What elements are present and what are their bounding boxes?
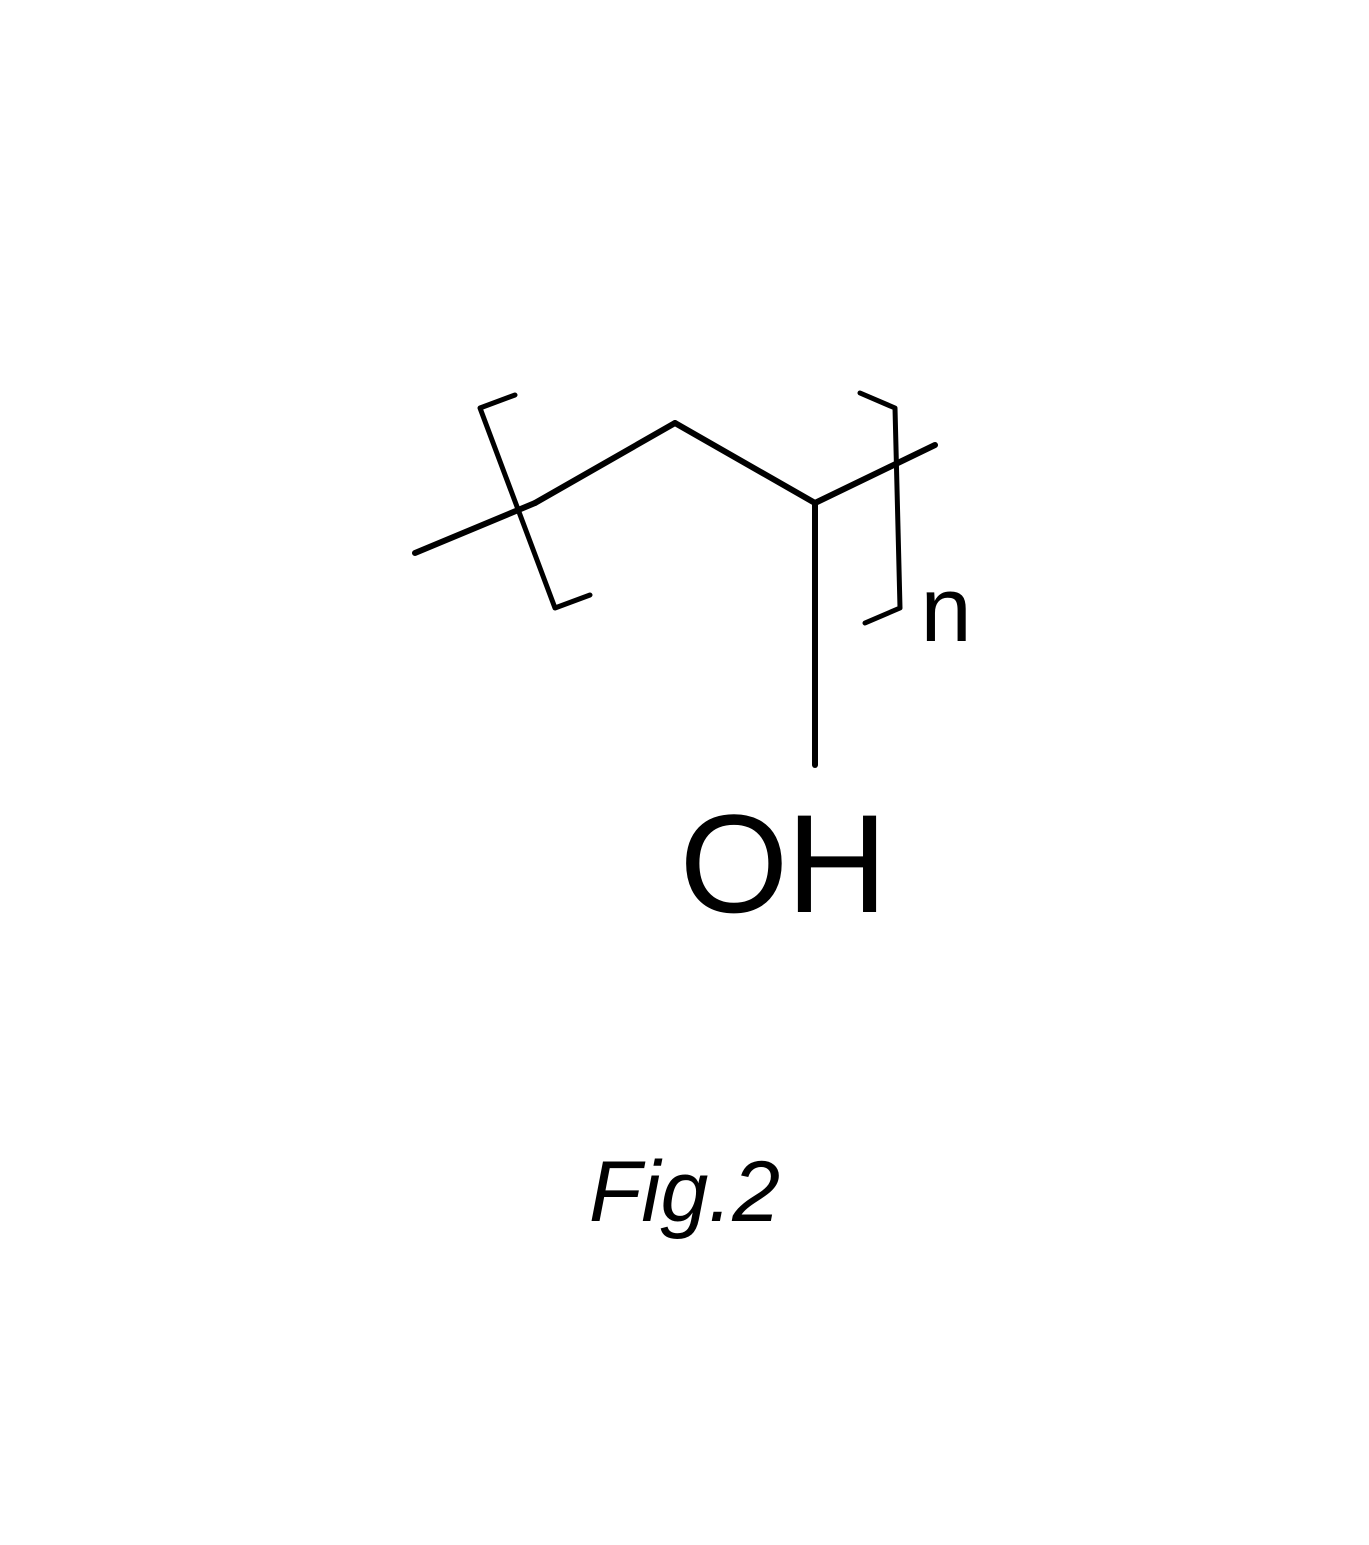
- label-n: n: [921, 558, 972, 663]
- bond-right-stub: [815, 445, 935, 503]
- label-oh: OH: [680, 783, 886, 945]
- figure-caption: Fig.2: [335, 1143, 1035, 1242]
- structure-svg: [335, 353, 1035, 1053]
- chemical-structure-figure: OH n Fig.2: [335, 353, 1035, 1053]
- bond-ch2-down: [675, 423, 815, 503]
- bracket-right: [860, 393, 900, 623]
- bond-ch2-up: [535, 423, 675, 503]
